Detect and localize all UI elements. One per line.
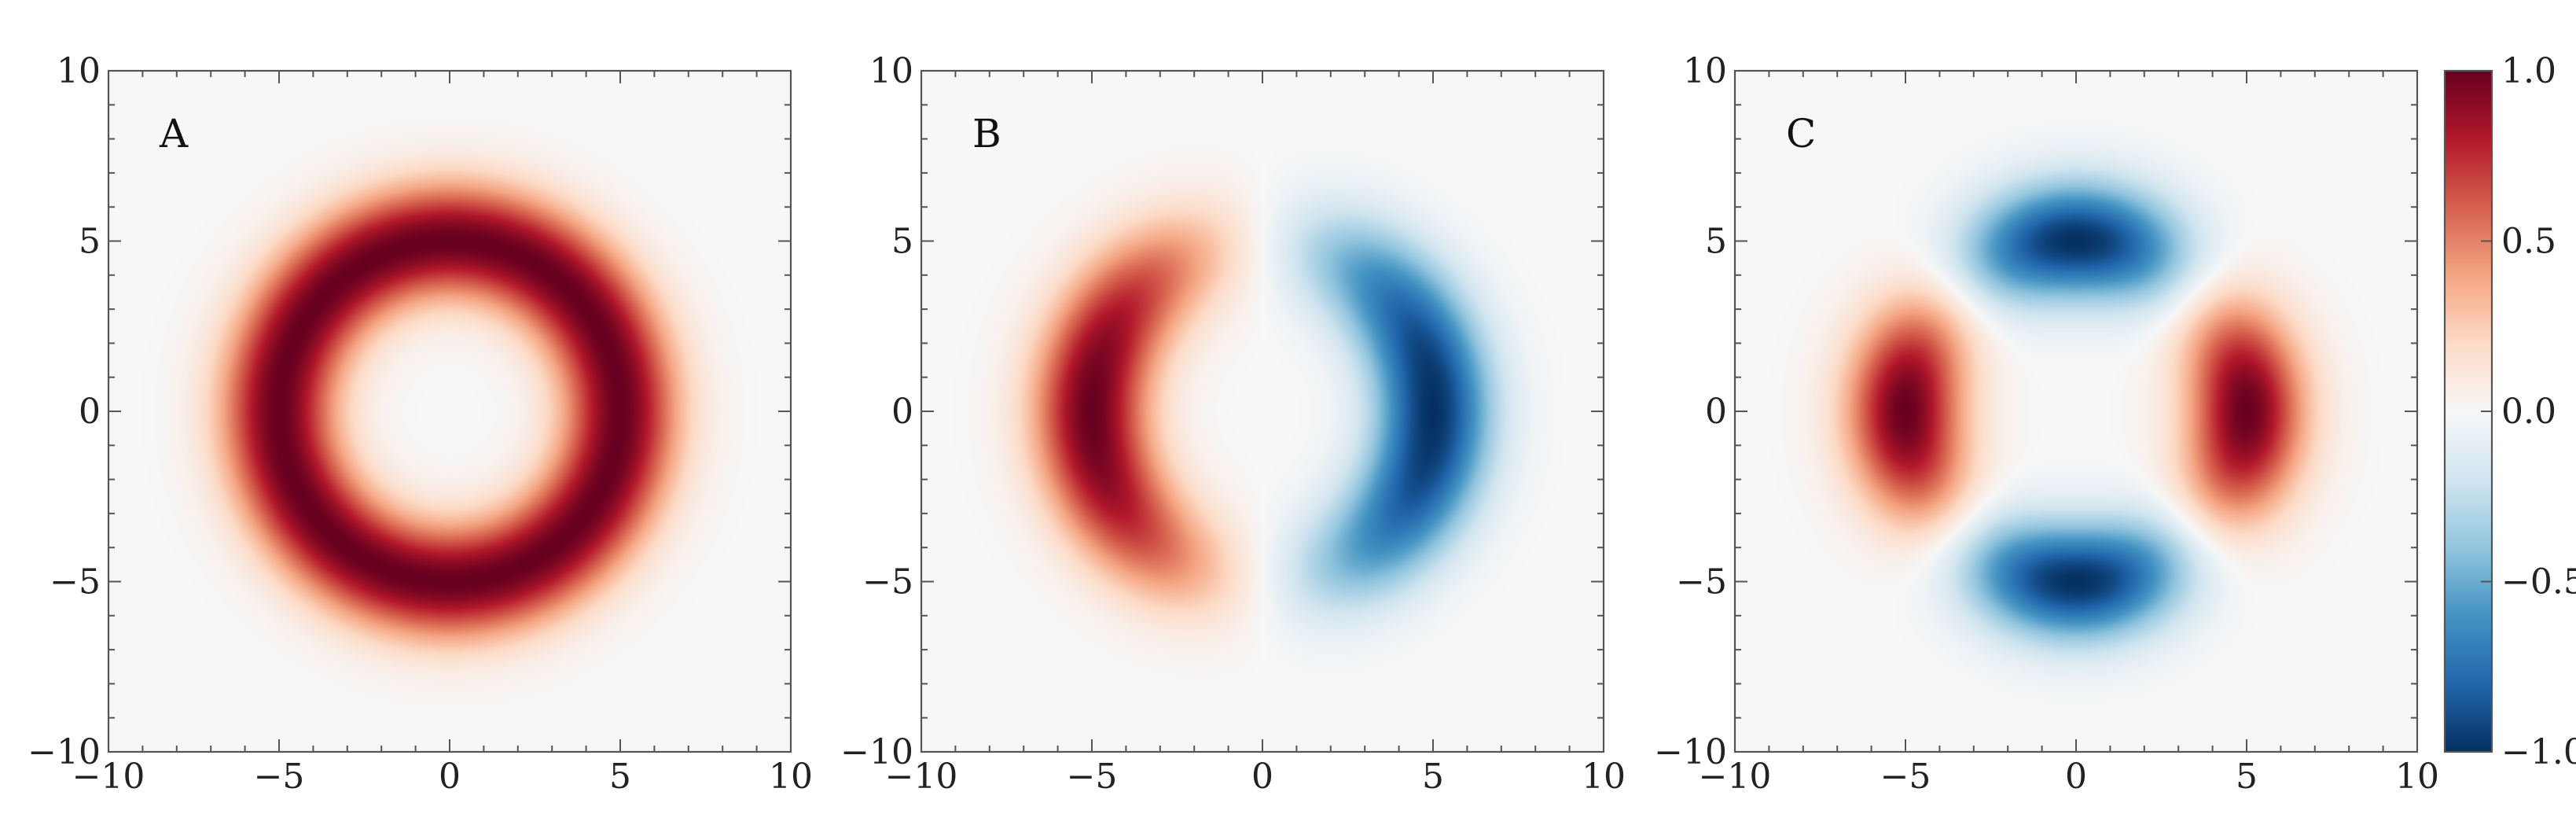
y-tick-label: −5 bbox=[1676, 562, 1727, 602]
x-tick-label: −10 bbox=[1699, 757, 1772, 797]
y-tick-label: 10 bbox=[57, 51, 101, 91]
y-tick-label: 10 bbox=[1683, 51, 1727, 91]
y-tick-label: 10 bbox=[869, 51, 913, 91]
panel-b: −10 −5 0 5 10 −10 −5 0 5 10 B bbox=[840, 51, 1626, 797]
x-tick-label: 10 bbox=[769, 757, 813, 797]
x-tick-label: −5 bbox=[1880, 757, 1931, 797]
x-tick-label: 5 bbox=[609, 757, 631, 797]
panel-a: −10 −5 0 5 10 −10 −5 0 5 10 A bbox=[28, 51, 813, 797]
y-tick-label: 0 bbox=[79, 392, 101, 432]
colorbar-tick-label: 0.5 bbox=[2501, 222, 2556, 262]
x-tick-label: 10 bbox=[1582, 757, 1626, 797]
x-tick-label: 0 bbox=[439, 757, 461, 797]
x-tick-label: 0 bbox=[1251, 757, 1273, 797]
x-tick-label: 0 bbox=[2065, 757, 2087, 797]
colorbar-tick-label: −1.0 bbox=[2501, 732, 2576, 772]
x-tick-label: 10 bbox=[2395, 757, 2439, 797]
y-tick-label: −5 bbox=[862, 562, 913, 602]
x-tick-label: 5 bbox=[2236, 757, 2258, 797]
y-tick-label: 5 bbox=[79, 222, 101, 262]
colorbar-tick-label: 1.0 bbox=[2501, 51, 2556, 91]
x-tick-label: −10 bbox=[885, 757, 958, 797]
y-tick-label: 5 bbox=[1705, 222, 1727, 262]
heatmap-image bbox=[921, 71, 1604, 752]
x-tick-label: −5 bbox=[1067, 757, 1118, 797]
colorbar-tick-label: −0.5 bbox=[2501, 562, 2576, 602]
y-tick-label: 0 bbox=[1705, 392, 1727, 432]
y-tick-label: 0 bbox=[891, 392, 913, 432]
y-tick-label: 5 bbox=[891, 222, 913, 262]
panel-label: C bbox=[1786, 111, 1816, 157]
panel-label: A bbox=[159, 111, 189, 157]
heatmap-image bbox=[108, 71, 791, 752]
x-tick-label: −5 bbox=[254, 757, 305, 797]
panel-label: B bbox=[972, 111, 1001, 157]
y-tick-label: −10 bbox=[1654, 732, 1727, 772]
heatmap-image bbox=[1735, 71, 2417, 752]
colorbar: 1.0 0.5 0.0 −0.5 −1.0 bbox=[2443, 51, 2576, 772]
panel-c: −10 −5 0 5 10 −10 −5 0 5 10 C bbox=[1654, 51, 2439, 797]
y-tick-label: −10 bbox=[28, 732, 101, 772]
x-tick-label: 5 bbox=[1422, 757, 1444, 797]
colorbar-tick-label: 0.0 bbox=[2501, 392, 2556, 432]
y-tick-label: −5 bbox=[50, 562, 101, 602]
y-tick-label: −10 bbox=[840, 732, 913, 772]
x-tick-label: −10 bbox=[72, 757, 145, 797]
